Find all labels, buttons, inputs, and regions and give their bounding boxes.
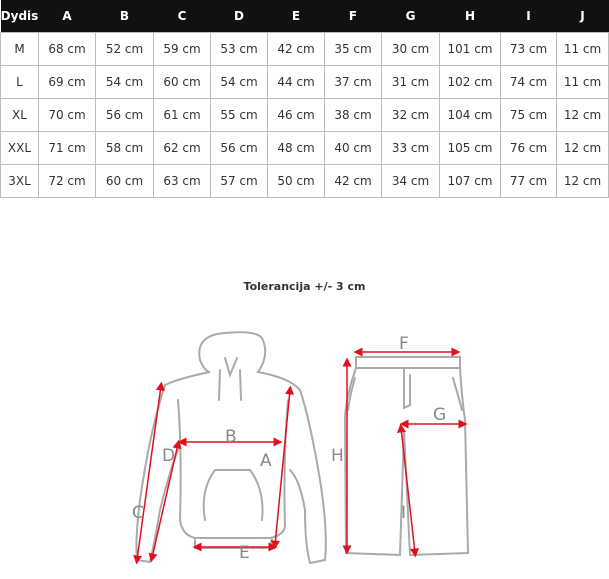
measurement-labels: B D A C E F H G I	[132, 334, 446, 563]
table-row: L 69 cm 54 cm 60 cm 54 cm 44 cm 37 cm 31 cm 102 …	[0, 65, 609, 99]
label-d: D	[162, 446, 175, 466]
label-e: E	[239, 543, 250, 563]
measurement-cell: 68 cm	[38, 32, 96, 66]
table-header-row: Dydis A B C D E F G H I J	[0, 0, 609, 33]
measurement-cell: 57 cm	[210, 164, 268, 198]
label-g: G	[433, 405, 446, 425]
table-row: M 68 cm 52 cm 59 cm 53 cm 42 cm 35 cm 30 cm 101 …	[0, 32, 609, 66]
column-header: H	[439, 0, 501, 33]
measurement-cell: 60 cm	[153, 65, 211, 99]
column-header: J	[556, 0, 609, 33]
column-header: D	[210, 0, 268, 33]
label-c: C	[132, 503, 144, 523]
measurement-cell: 34 cm	[381, 164, 440, 198]
measurement-arrows	[133, 347, 468, 565]
measurement-cell: 31 cm	[381, 65, 440, 99]
column-header: A	[38, 0, 96, 33]
size-table: Dydis A B C D E F G H I J M 68 cm 52 cm 59 cm 53 cm 42 …	[0, 0, 609, 198]
label-i: I	[401, 503, 406, 523]
label-b: B	[225, 427, 237, 447]
pants-outline	[343, 356, 470, 557]
arrow-d	[148, 439, 182, 563]
measurement-cell: 101 cm	[439, 32, 501, 66]
measurement-cell: 77 cm	[500, 164, 557, 198]
measurement-cell: 59 cm	[153, 32, 211, 66]
measurement-cell: 63 cm	[153, 164, 211, 198]
table-row: 3XL 72 cm 60 cm 63 cm 57 cm 50 cm 42 cm 34 cm 10…	[0, 164, 609, 198]
measurement-cell: 54 cm	[95, 65, 154, 99]
measurement-cell: 42 cm	[267, 32, 325, 66]
size-cell: 3XL	[0, 164, 39, 198]
arrow-a	[270, 385, 295, 550]
measurement-cell: 74 cm	[500, 65, 557, 99]
measurement-cell: 73 cm	[500, 32, 557, 66]
measurement-cell: 12 cm	[556, 131, 609, 165]
label-h: H	[331, 446, 344, 466]
column-header: F	[324, 0, 382, 33]
measurement-cell: 30 cm	[381, 32, 440, 66]
table-row: XXL 71 cm 58 cm 62 cm 56 cm 48 cm 40 cm 33 cm 10…	[0, 131, 609, 165]
measurement-cell: 46 cm	[267, 98, 325, 132]
measurement-cell: 50 cm	[267, 164, 325, 198]
measurement-cell: 71 cm	[38, 131, 96, 165]
measurement-cell: 105 cm	[439, 131, 501, 165]
column-header: E	[267, 0, 325, 33]
arrow-i	[397, 423, 419, 558]
measurement-cell: 48 cm	[267, 131, 325, 165]
measurement-cell: 107 cm	[439, 164, 501, 198]
column-header: C	[153, 0, 211, 33]
measurement-cell: 12 cm	[556, 164, 609, 198]
measurement-cell: 54 cm	[210, 65, 268, 99]
measurement-cell: 62 cm	[153, 131, 211, 165]
column-header: B	[95, 0, 154, 33]
measurement-cell: 33 cm	[381, 131, 440, 165]
tolerance-note: Tolerancija +/- 3 cm	[243, 280, 366, 293]
measurement-cell: 60 cm	[95, 164, 154, 198]
column-header: I	[500, 0, 557, 33]
label-f: F	[399, 334, 409, 354]
measurement-cell: 32 cm	[381, 98, 440, 132]
measurement-cell: 44 cm	[267, 65, 325, 99]
measurement-cell: 38 cm	[324, 98, 382, 132]
measurement-cell: 12 cm	[556, 98, 609, 132]
measurement-cell: 102 cm	[439, 65, 501, 99]
measurement-cell: 72 cm	[38, 164, 96, 198]
measurement-cell: 104 cm	[439, 98, 501, 132]
measurement-cell: 35 cm	[324, 32, 382, 66]
column-header: G	[381, 0, 440, 33]
measurement-cell: 76 cm	[500, 131, 557, 165]
column-header: Dydis	[0, 0, 39, 33]
table-row: XL 70 cm 56 cm 61 cm 55 cm 46 cm 38 cm 32 cm 104…	[0, 98, 609, 132]
measurement-cell: 56 cm	[210, 131, 268, 165]
label-a: A	[260, 451, 272, 471]
